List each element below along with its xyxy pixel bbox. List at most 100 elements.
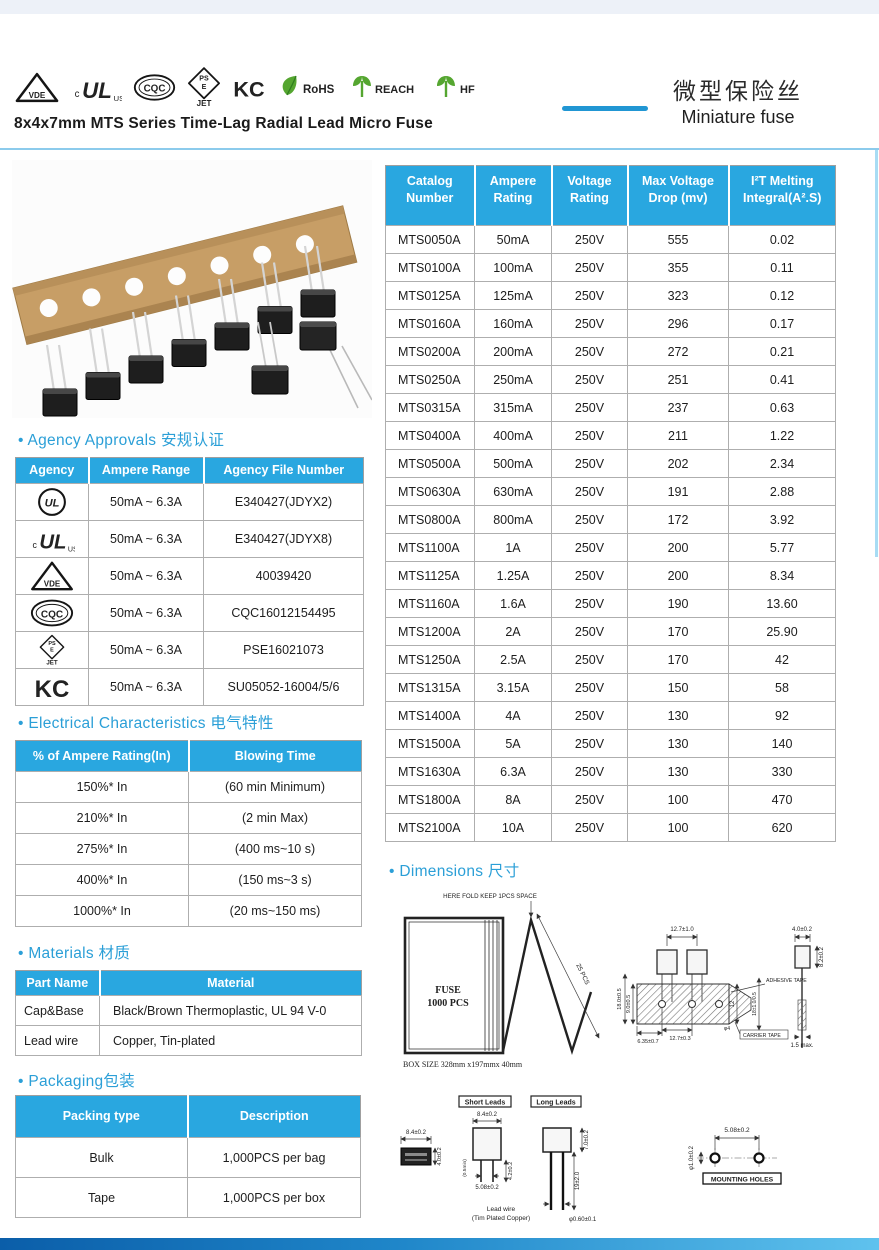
table-cell: 150 [627,673,729,702]
brand-english: Miniature fuse [681,107,795,127]
pse-e-text: E [50,647,54,653]
ul-logo-icon: UL [29,486,75,518]
table-cell: 5A [474,729,552,758]
table-row: Tape 1,000PCS per box [15,1177,361,1218]
table-cell: 250V [551,729,628,758]
table-cell: MTS0315A [385,393,475,422]
agency-file-cell: SU05052-16004/5/6 [203,668,364,706]
ampere-range-cell: 50mA ~ 6.3A [88,668,204,706]
dim-4-2: 4.2±0.2 [508,1162,514,1180]
short-leads-label: Short Leads [465,1100,506,1107]
table-cell: 1.22 [728,421,836,450]
cul-logo-cell: cULUS [15,520,89,558]
column-header-agency: Agency [15,457,89,484]
table-cell: 3.92 [728,505,836,534]
table-row: MTS0200A 200mA 250V 272 0.21 [385,337,836,366]
table-cell: 250V [551,561,628,590]
table-cell: 50mA [474,225,552,254]
table-cell: 200 [627,561,729,590]
vde-text: VDE [29,91,46,100]
ampere-range-cell: 50mA ~ 6.3A [88,483,204,521]
table-row: MTS1630A 6.3A 250V 130 330 [385,757,836,786]
column-header-maxdrop: Max Voltage Drop (mv) [626,165,729,226]
side-view-drawing: 8.4±0.2 4.0±0.2 [400,1130,443,1166]
title-divider [0,148,879,150]
pse-jet-text: JET [197,99,212,108]
table-cell: MTS0400A [385,421,475,450]
table-row: MTS0100A 100mA 250V 355 0.11 [385,253,836,282]
table-cell: MTS0125A [385,281,475,310]
table-cell: Lead wire [15,1025,100,1056]
table-header-row: Agency Ampere Range Agency File Number [15,457,364,484]
table-cell: 250V [551,449,628,478]
table-cell: MTS1250A [385,645,475,674]
table-cell: 250V [551,645,628,674]
table-cell: 0.41 [728,365,836,394]
table-cell: 100 [627,813,729,842]
table-row: MTS1100A 1A 250V 200 5.77 [385,533,836,562]
dim-5-08-b: 5.08±0.2 [724,1127,750,1134]
agency-file-cell: CQC16012154495 [203,594,364,632]
mounting-holes-drawing: 5.08±0.2 φ1.0±0.2 MOUNTING HOLES [689,1127,782,1185]
certification-logos: VDE cULUS CQC PSE JET KC RoHS REACH HF [14,64,491,110]
product-photo [12,160,372,418]
taped-fuses [42,245,336,417]
table-row: MTS1160A 1.6A 250V 190 13.60 [385,589,836,618]
table-cell: 250V [551,533,628,562]
table-cell: 250V [551,813,628,842]
table-cell: MTS0250A [385,365,475,394]
cqc-text: CQC [144,83,166,94]
table-cell: 8A [474,785,552,814]
table-cell: 0.12 [728,281,836,310]
column-header-material: Material [98,970,362,996]
column-header-catalog: Catalog Number [385,165,475,226]
carrier-tape-label: CARRIER TAPE [743,1033,781,1039]
agency-file-cell: E340427(JDYX2) [203,483,364,521]
table-cell: 250V [551,281,628,310]
ampere-range-cell: 50mA ~ 6.3A [88,520,204,558]
vde-logo-icon: VDE [29,560,75,592]
adhesive-tape-label: ADHESIVE TAPE [766,978,807,984]
lead-wire-sublabel: (Tim Plated Copper) [472,1215,530,1222]
table-cell: 3.15A [474,673,552,702]
column-header-range: Ampere Range [87,457,204,484]
table-cell: 620 [728,813,836,842]
table-row: 400%* In (150 ms~3 s) [15,864,362,896]
table-row: KC 50mA ~ 6.3A SU05052-16004/5/6 [15,668,364,706]
table-cell: MTS0160A [385,309,475,338]
dim-5-08-a: 5.08±0.2 [475,1185,499,1191]
table-cell: 250V [551,253,628,282]
table-cell: 13.60 [728,589,836,618]
table-row: MTS2100A 10A 250V 100 620 [385,813,836,842]
cqc-logo-icon: CQC [29,597,75,629]
right-edge-accent [875,150,878,557]
table-cell: 275%* In [15,833,189,865]
cqc-logo-icon: CQC [132,72,177,103]
kc-text: KC [233,76,264,101]
table-cell: 130 [627,701,729,730]
dim-9-0: 9.0±0.5 [626,995,632,1013]
table-cell: 250V [551,365,628,394]
spec-table-body: MTS0050A 50mA 250V 555 0.02 MTS0100A 100mA 250V… [385,225,836,842]
table-cell: MTS0200A [385,337,475,366]
vde-text: VDE [44,579,61,588]
table-cell: 1A [474,533,552,562]
packaging-heading: Packaging包装 [18,1069,135,1091]
dim-side-8-4: 8.4±0.2 [406,1130,427,1136]
table-cell: 251 [627,365,729,394]
dim-6-35: 6.35±0.7 [637,1039,658,1045]
table-cell: 58 [728,673,836,702]
table-header-row: Catalog Number Ampere Rating Voltage Rat… [385,165,836,226]
mounting-holes-label: MOUNTING HOLES [711,1177,774,1184]
table-row: MTS1125A 1.25A 250V 200 8.34 [385,561,836,590]
box-packaging-drawing: HERE FOLD KEEP 1PCS SPACE FUSE 1000 PCS … [403,893,600,1069]
table-row: MTS0800A 800mA 250V 172 3.92 [385,505,836,534]
table-cell: 250V [551,225,628,254]
dim-4-0: 4.0±0.2 [792,927,813,933]
brand-block: 微型保险丝 Miniature fuse [628,72,848,128]
ul-text: UL [45,497,60,509]
column-header-i2t: I²T Melting Integral(A².S) [727,165,836,226]
cul-ul-text: UL [39,532,66,554]
table-cell: MTS1630A [385,757,475,786]
cqc-text: CQC [41,609,63,620]
